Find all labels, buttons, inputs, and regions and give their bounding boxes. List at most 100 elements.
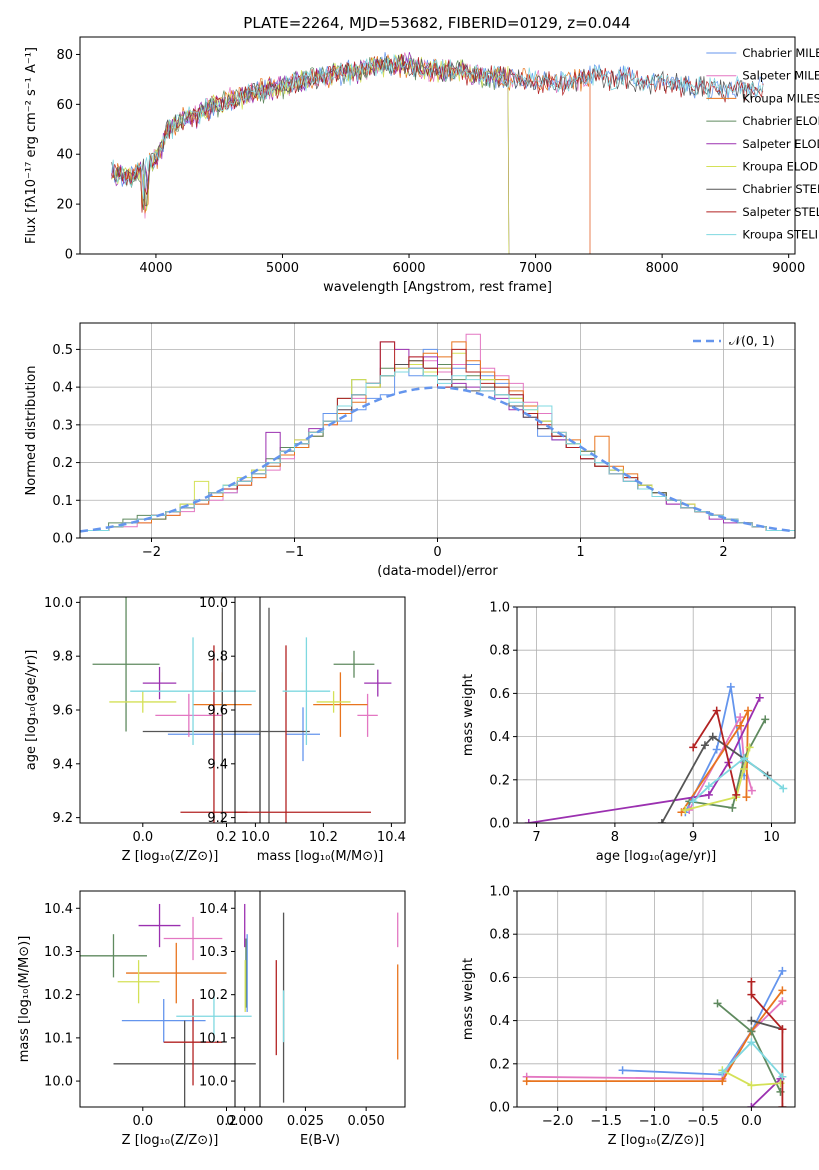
y-tick-label: 0 xyxy=(65,248,73,263)
mass-weight-marker xyxy=(747,990,756,999)
y-axis-label: mass weight xyxy=(461,674,476,756)
legend-text: Chabrier ELODIE, N xyxy=(742,114,819,128)
normal-reference-curve xyxy=(80,386,795,533)
y-axis-label: mass weight xyxy=(461,958,476,1040)
mass-weight-marker xyxy=(778,966,787,975)
mass-weight-marker xyxy=(747,977,756,986)
mass-weight-marker xyxy=(524,819,533,823)
mass-weight-marker xyxy=(742,793,751,802)
plot-area-age-vs-Z xyxy=(92,597,260,823)
y-tick-label: 10.1 xyxy=(44,1031,73,1046)
axes-frame xyxy=(516,606,796,824)
x-tick-label: 1 xyxy=(576,545,584,560)
mass-weight-marker xyxy=(744,706,753,715)
axes-mass-vs-EBV: 0.000 0.025 0.050 10.0 10.1 10.2 10.3 10.4 E(B-V… xyxy=(199,890,406,1148)
axes-mass-weight-vs-age: 7 8 9 10 0.0 0.2 0.4 0.6 0.8 1.0 age [log₁₀(age/yr… xyxy=(461,601,796,864)
x-tick-label: 0.2 xyxy=(216,1114,237,1129)
legend-text: Salpeter ELODIE, N xyxy=(742,137,819,151)
mass-weight-marker xyxy=(704,790,713,799)
x-axis-label: (data-model)/error xyxy=(377,564,498,579)
axes-frame xyxy=(79,36,796,255)
y-tick-label: 0.0 xyxy=(489,817,510,832)
spectrum-line xyxy=(111,54,764,207)
spectrum-line xyxy=(111,53,764,213)
y-tick-label: 40 xyxy=(56,148,73,163)
mass-weight-marker xyxy=(708,732,717,741)
y-tick-label: 10.0 xyxy=(199,1075,228,1090)
y-tick-label: 0.2 xyxy=(489,1057,510,1072)
y-tick-label: 0.6 xyxy=(489,971,510,986)
x-axis-label: E(B-V) xyxy=(300,1133,340,1148)
mass-weight-marker xyxy=(618,1066,627,1075)
x-tick-label: 9 xyxy=(689,830,697,845)
y-tick-label: 60 xyxy=(56,98,73,113)
mass-weight-marker xyxy=(745,743,754,752)
x-tick-label: 0.025 xyxy=(287,1114,324,1129)
axes-age-vs-mass: 10.0 10.2 10.4 9.2 9.4 9.6 9.8 10.0 mass [log₁₀(… xyxy=(199,596,406,864)
y-tick-label: 0.4 xyxy=(489,730,510,745)
mass-weight-marker xyxy=(712,745,721,754)
plot-area-spectrum xyxy=(111,51,764,254)
x-tick-label: 5000 xyxy=(266,261,299,276)
mass-weight-marker xyxy=(704,782,713,791)
mass-weight-line xyxy=(661,735,769,823)
axes-residual-histogram: 𝒩(0, 1) −2 −1 0 1 2 0.0 0.1 0.2 0.3 0.4 0.5 (data-mo… xyxy=(24,322,796,579)
y-tick-label: 9.2 xyxy=(207,811,228,826)
x-tick-label: 0.0 xyxy=(132,830,153,845)
x-tick-label: 8000 xyxy=(646,261,679,276)
axes-age-vs-Z: 0.0 0.2 9.2 9.4 9.6 9.8 10.0 Z [log₁₀(Z/Z⊙)] age… xyxy=(24,596,261,864)
y-tick-label: 0.2 xyxy=(489,773,510,788)
mass-weight-marker xyxy=(747,1016,756,1025)
x-tick-label: 0.0 xyxy=(741,1114,762,1129)
legend-text: Salpeter STELIB, N xyxy=(742,205,819,219)
legend-entry: Salpeter MILES, NSSP=5 xyxy=(742,69,819,86)
y-tick-label: 1.0 xyxy=(489,601,510,616)
legend-text: Chabrier MILES, N xyxy=(742,46,819,60)
y-tick-label: 80 xyxy=(56,48,73,63)
plot-area-mass-vs-EBV xyxy=(244,903,399,1103)
y-tick-label: 9.6 xyxy=(207,704,228,719)
legend-entry: Salpeter STELIB, NSSP=3 xyxy=(742,205,819,222)
mass-weight-marker xyxy=(736,721,745,730)
plot-area-mass-weight-vs-age xyxy=(517,607,795,823)
mass-weight-marker xyxy=(689,797,698,806)
x-tick-label: 7000 xyxy=(519,261,552,276)
mass-weight-marker xyxy=(657,819,666,823)
mass-weight-marker xyxy=(718,1068,727,1077)
x-tick-label: −1 xyxy=(285,545,304,560)
mass-weight-marker xyxy=(736,713,745,722)
axes-frame xyxy=(234,890,406,1108)
x-tick-label: 0.000 xyxy=(226,1114,263,1129)
plot-area-residual-histogram xyxy=(80,323,795,538)
x-tick-label: −2 xyxy=(142,545,161,560)
figure-title: PLATE=2264, MJD=53682, FIBERID=0129, z=0… xyxy=(243,14,630,32)
mass-weight-marker xyxy=(747,1038,756,1047)
plot-area-age-vs-mass xyxy=(235,607,392,823)
x-tick-label: 0 xyxy=(433,545,441,560)
mass-weight-marker xyxy=(681,806,690,815)
legend-entry: Chabrier STELIB, NSSP=4 xyxy=(742,182,819,199)
x-tick-label: 10.4 xyxy=(377,830,406,845)
y-tick-label: 0.5 xyxy=(52,343,73,358)
y-tick-label: 0.2 xyxy=(52,456,73,471)
mass-weight-marker xyxy=(718,1077,727,1086)
y-tick-label: 0.3 xyxy=(52,418,73,433)
mass-weight-marker xyxy=(728,803,737,812)
x-tick-label: −1.0 xyxy=(639,1114,671,1129)
mass-weight-marker xyxy=(740,754,749,763)
legend-entry: Kroupa ELODIE, NSSP=5 xyxy=(742,160,819,177)
mass-weight-marker xyxy=(712,706,721,715)
axes-spectrum: Chabrier MILES, NSSP=4Salpeter MILES, NS… xyxy=(24,36,819,295)
y-tick-label: 0.4 xyxy=(52,381,73,396)
mass-weight-marker xyxy=(778,1025,787,1034)
y-tick-label: 10.2 xyxy=(44,988,73,1003)
charts-layer: Chabrier MILES, NSSP=4Salpeter MILES, NS… xyxy=(17,36,819,1148)
x-tick-label: 6000 xyxy=(392,261,425,276)
x-axis-label: age [log₁₀(age/yr)] xyxy=(596,849,717,864)
mass-weight-marker xyxy=(713,999,722,1008)
y-tick-label: 0.1 xyxy=(52,494,73,509)
legend-entry: Chabrier ELODIE, NSSP=4 xyxy=(742,114,819,131)
x-tick-label: 10 xyxy=(763,830,780,845)
